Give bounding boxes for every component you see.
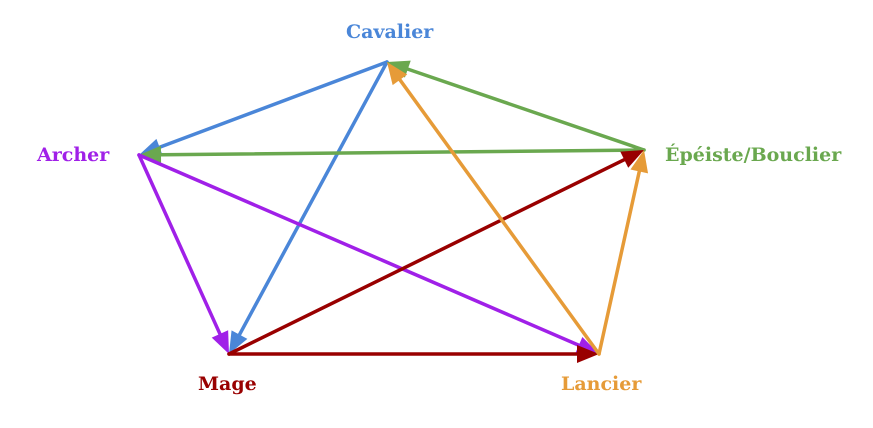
arrowhead-epeiste-to-archer (139, 145, 162, 164)
node-label-cavalier: Cavalier (346, 21, 434, 43)
node-label-mage: Mage (198, 373, 257, 395)
edge-cavalier-to-mage (237, 60, 389, 337)
edge-archer-to-mage (137, 153, 222, 336)
node-label-lancier: Lancier (561, 373, 642, 395)
edge-epeiste-to-archer (159, 148, 646, 157)
edge-mage-to-epeiste (227, 157, 627, 356)
arrowhead-mage-to-lancier (577, 345, 599, 363)
edge-archer-to-lancier (137, 153, 581, 348)
arrowhead-mage-to-epeiste (620, 150, 644, 168)
node-label-epeiste-bouclier: Épéiste/Bouclier (665, 144, 842, 166)
edge-cavalier-to-archer (157, 60, 389, 150)
arrowhead-cavalier-to-mage (229, 330, 248, 354)
edge-epeiste-to-cavalier (406, 67, 646, 152)
arrowhead-archer-to-mage (211, 330, 229, 354)
edge-lancier-to-cavalier (398, 78, 601, 356)
arrowhead-lancier-to-epeiste (630, 150, 649, 174)
node-label-archer: Archer (37, 144, 110, 166)
arrowhead-lancier-to-cavalier (387, 62, 408, 86)
edge-lancier-to-epeiste (597, 169, 642, 356)
